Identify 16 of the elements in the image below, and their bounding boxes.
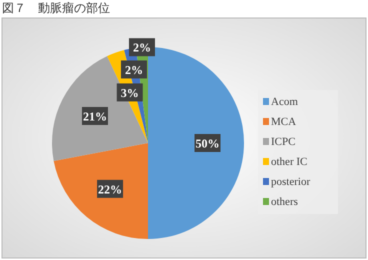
pie-slice [52, 56, 148, 161]
legend-label: posterior [271, 176, 310, 188]
legend-label: others [271, 196, 298, 208]
pie-slice [148, 47, 244, 239]
legend-label: ICPC [271, 136, 296, 148]
legend-label: MCA [271, 116, 296, 128]
data-label: 21% [82, 109, 107, 124]
data-label: 2% [132, 40, 151, 55]
data-label: 22% [98, 182, 122, 196]
pie-slice [54, 143, 148, 239]
chart-title: 図７ 動脈瘤の部位 [2, 1, 110, 15]
data-label: 2% [124, 62, 143, 77]
legend-label: Acom [271, 96, 298, 108]
legend-label: other IC [271, 156, 308, 168]
data-label: 3% [120, 86, 139, 100]
data-label: 50% [196, 136, 220, 150]
